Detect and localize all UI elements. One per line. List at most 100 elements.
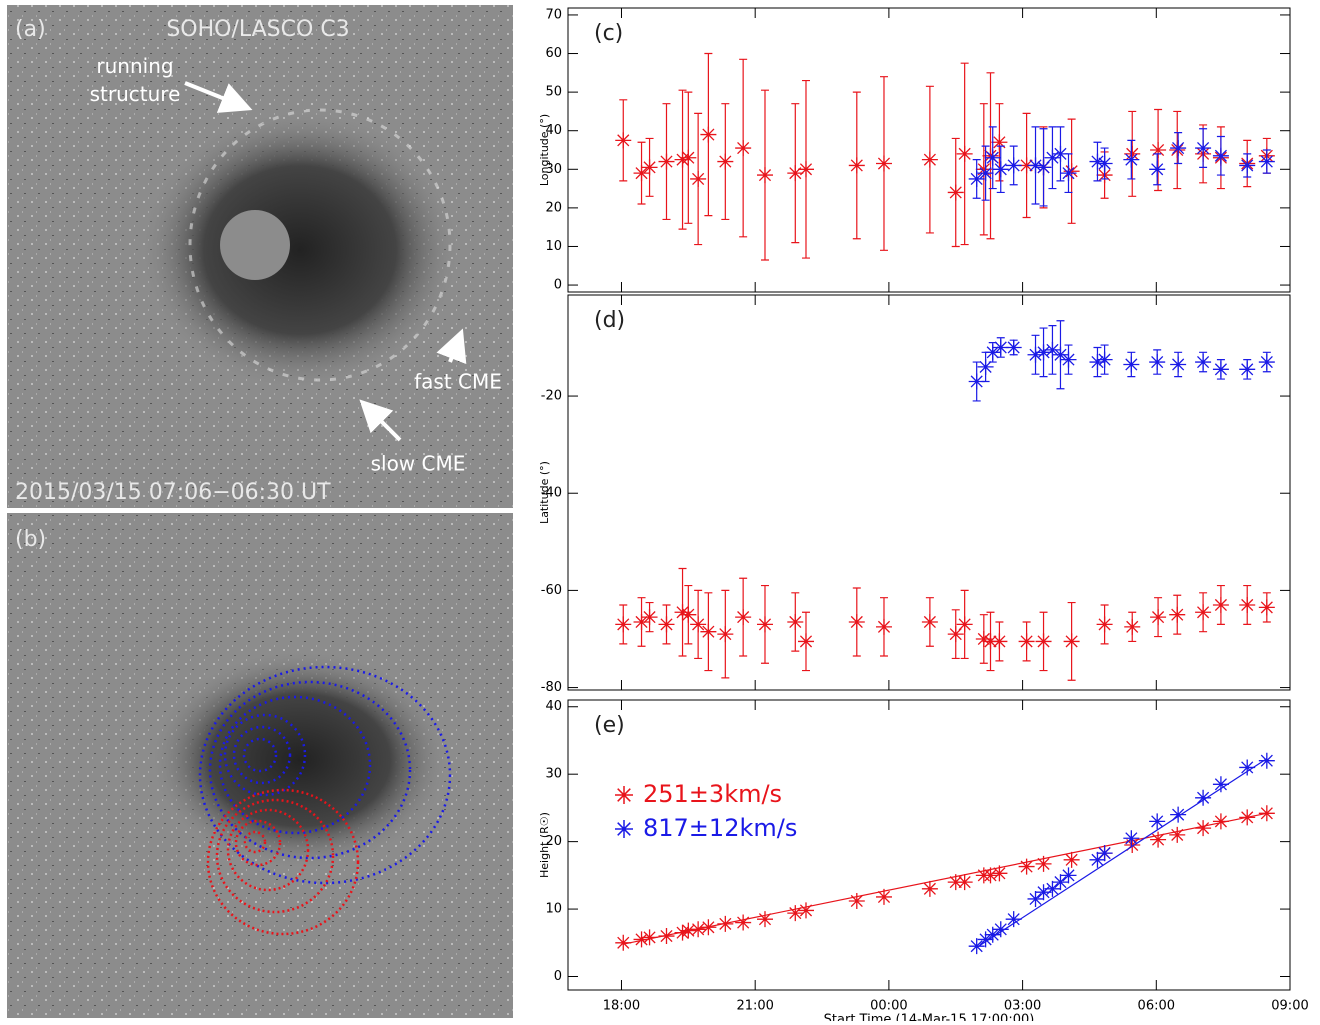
- marker: [658, 153, 675, 170]
- marker: [690, 616, 707, 633]
- marker: [1018, 157, 1035, 174]
- y-axis-label: Height (R☉): [538, 812, 551, 878]
- marker: [956, 874, 973, 891]
- marker: [1060, 351, 1077, 368]
- marker: [1195, 354, 1212, 371]
- y-tick-label: 0: [554, 278, 562, 293]
- marker: [1150, 831, 1167, 848]
- marker: [674, 151, 691, 168]
- marker: [956, 145, 973, 162]
- marker: [1027, 346, 1044, 363]
- marker: [1239, 759, 1256, 776]
- marker: [787, 613, 804, 630]
- marker: [1044, 341, 1061, 358]
- marker: [1258, 599, 1275, 616]
- image-title: SOHO/LASCO C3: [166, 17, 349, 42]
- marker: [787, 905, 804, 922]
- y-tick-label: 50: [545, 85, 562, 100]
- marker: [1124, 618, 1141, 635]
- timestamp: 2015/03/15 07:06−06:30 UT: [15, 480, 331, 505]
- marker: [700, 919, 717, 936]
- marker: [1035, 884, 1052, 901]
- y-axis-label: Longitude (°): [538, 114, 551, 186]
- plot-frame: [567, 294, 1291, 691]
- marker: [921, 151, 938, 168]
- marker: [968, 170, 985, 187]
- x-tick-label: 06:00: [1138, 999, 1175, 1014]
- plot-frame: [567, 7, 1291, 293]
- marker: [797, 902, 814, 919]
- marker: [982, 633, 999, 650]
- marker: [1150, 609, 1167, 626]
- x-tick-label: 00:00: [870, 999, 907, 1014]
- marker: [1052, 346, 1069, 363]
- marker: [977, 165, 994, 182]
- marker: [977, 931, 994, 948]
- marker: [797, 633, 814, 650]
- y-tick-label: 60: [545, 46, 562, 61]
- marker: [1096, 351, 1113, 368]
- marker: [1063, 163, 1080, 180]
- marker: [1035, 344, 1052, 361]
- y-tick-label: -40: [541, 486, 562, 501]
- y-tick-label: 10: [545, 239, 562, 254]
- marker: [641, 159, 658, 176]
- marker: [1089, 354, 1106, 371]
- marker: [1195, 604, 1212, 621]
- legend-marker: [615, 786, 633, 804]
- y-tick-label: 20: [545, 834, 562, 849]
- marker: [875, 888, 892, 905]
- marker: [700, 126, 717, 143]
- marker: [1170, 140, 1187, 157]
- annotation: fast CME: [414, 370, 502, 394]
- marker: [1195, 789, 1212, 806]
- image-b: (b): [7, 513, 513, 1018]
- marker: [1212, 147, 1229, 164]
- marker: [658, 928, 675, 945]
- marker: [1239, 361, 1256, 378]
- marker: [1169, 142, 1186, 158]
- marker: [848, 157, 865, 174]
- annotation: slow CME: [371, 452, 466, 476]
- image-a: (a) SOHO/LASCO C3 running structure fast…: [7, 5, 513, 508]
- marker: [991, 134, 1008, 151]
- annotation-box: running structure: [90, 54, 181, 106]
- marker: [700, 623, 717, 640]
- marker: [947, 184, 964, 201]
- marker: [848, 892, 865, 909]
- marker: [797, 161, 814, 178]
- marker: [1195, 820, 1212, 837]
- marker: [633, 165, 650, 182]
- y-tick-label: -80: [541, 680, 562, 695]
- marker: [690, 921, 707, 938]
- x-axis-label: Start Time (14-Mar-15 17:00:00): [824, 1013, 1035, 1022]
- marker: [1052, 874, 1069, 891]
- marker: [977, 358, 994, 375]
- y-tick-label: 70: [545, 7, 562, 22]
- marker: [1027, 157, 1044, 174]
- marker: [1150, 142, 1167, 158]
- marker: [641, 929, 658, 946]
- marker: [1258, 354, 1275, 371]
- marker: [1124, 837, 1141, 853]
- marker: [1195, 140, 1212, 157]
- marker: [1089, 153, 1106, 170]
- marker: [674, 604, 691, 621]
- marker: [1060, 165, 1077, 182]
- marker: [1005, 157, 1022, 174]
- legend-label: 251±3km/s: [643, 780, 782, 808]
- marker: [1239, 596, 1256, 613]
- marker: [1149, 354, 1166, 371]
- marker: [717, 153, 734, 170]
- marker: [787, 165, 804, 182]
- marker: [875, 155, 892, 172]
- marker: [992, 339, 1009, 356]
- marker: [968, 373, 985, 390]
- marker: [921, 613, 938, 630]
- marker: [1239, 157, 1256, 174]
- marker: [1123, 356, 1140, 373]
- y-tick-label: 10: [545, 902, 562, 917]
- marker: [680, 149, 697, 166]
- x-tick-label: 03:00: [1004, 999, 1041, 1014]
